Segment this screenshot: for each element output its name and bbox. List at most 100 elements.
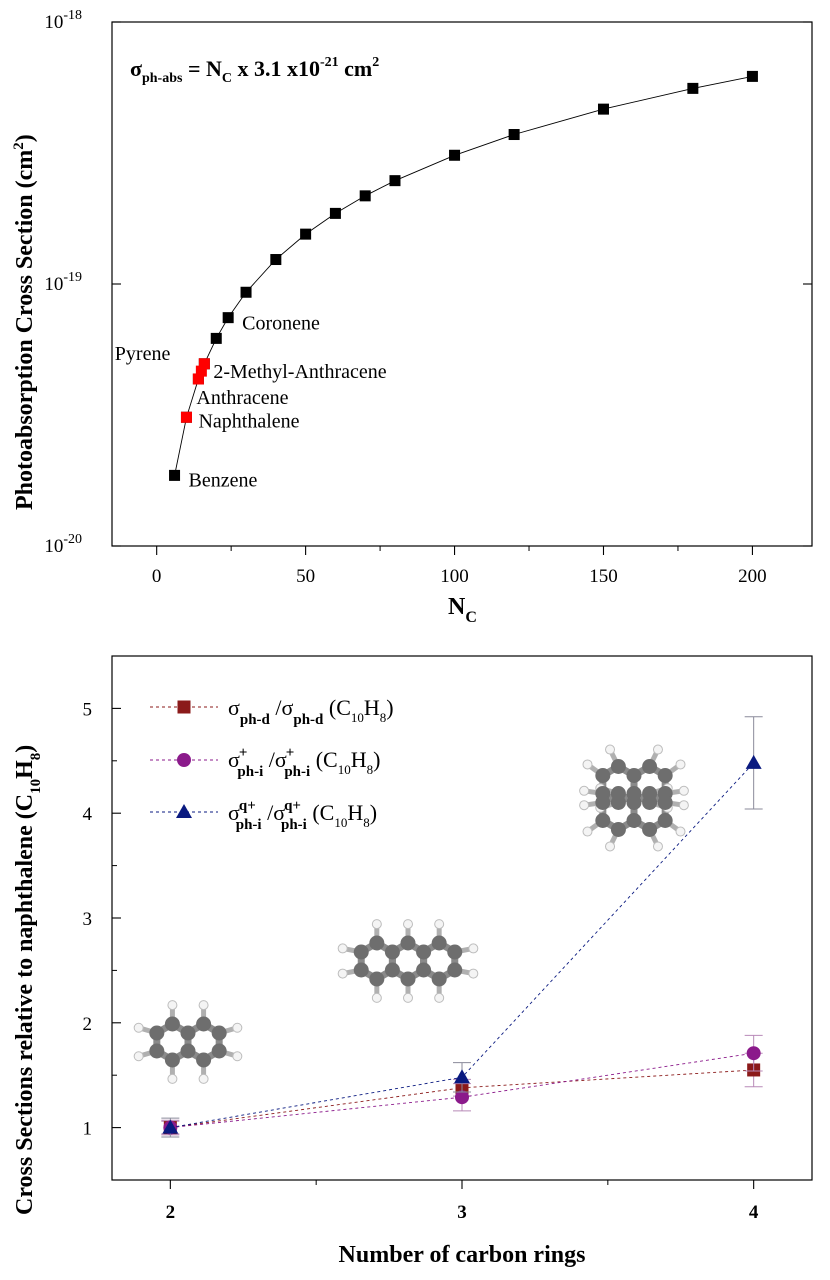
- carbon-atom: [400, 935, 416, 951]
- hydrogen-atom: [198, 1000, 209, 1011]
- top-y-tick-label: 10-19: [44, 270, 82, 295]
- legend-label-ionization: σ+ ph-i /σ+ ph-i (C10H8): [228, 745, 380, 780]
- hydrogen-atom: [232, 1022, 243, 1033]
- annotation-pyrene: Pyrene: [115, 343, 171, 365]
- annotation-naphthalene: Naphthalene: [198, 410, 299, 432]
- carbon-atom: [400, 971, 416, 987]
- top-y-axis-title: Photoabsorption Cross Section (cm2): [11, 134, 38, 510]
- series-line: [170, 1052, 754, 1129]
- model-data-point: [359, 190, 371, 202]
- legend: σph-d /σph-d (C10H8) σ+ ph-i /σ+ ph-i (C10…: [150, 695, 394, 833]
- hydrogen-atom: [371, 992, 382, 1003]
- legend-markers: [150, 700, 218, 818]
- bottom-y-tick-label: 1: [83, 1119, 93, 1140]
- bottom-chart: 2 3 4 1 2 3 4 5 σph-d /σph-d (C10H8) σ+ ph-i /σ…: [12, 655, 813, 1268]
- carbon-atom: [610, 786, 626, 801]
- hydrogen-atom: [678, 785, 689, 796]
- pyrene-molecule-image: [579, 744, 689, 852]
- bottom-x-tick-label: 3: [457, 1202, 467, 1223]
- hydrogen-atom: [675, 759, 686, 770]
- hydrogen-atom: [167, 1073, 178, 1084]
- carbon-atom: [626, 795, 642, 810]
- hydrogen-atom: [579, 785, 590, 796]
- hydrogen-atom: [133, 1022, 144, 1033]
- model-data-point: [687, 82, 699, 94]
- top-x-ticks: 0 50 100 150 200: [152, 546, 767, 587]
- carbon-atom: [447, 944, 463, 960]
- model-data-point: [746, 70, 758, 82]
- series-triangle: [161, 716, 763, 1138]
- hydrogen-atom: [371, 919, 382, 930]
- hydrogen-atom: [434, 919, 445, 930]
- bottom-x-axis-title: Number of carbon rings: [339, 1242, 586, 1268]
- top-plot-frame: [111, 21, 813, 547]
- legend-entry-photodissociation: σph-d /σph-d (C10H8): [228, 695, 394, 728]
- naphthalene-molecule-image: [133, 1000, 243, 1084]
- model-data-point: [210, 332, 222, 344]
- bottom-y-axis-title: Cross Sections relative to naphthalene (…: [12, 745, 44, 1215]
- carbon-atom: [384, 944, 400, 960]
- pah-data-point: [198, 358, 210, 370]
- carbon-atom: [353, 944, 369, 960]
- carbon-atom: [164, 1016, 180, 1032]
- pah-data-point: [195, 365, 207, 377]
- carbon-atom: [196, 1052, 212, 1068]
- top-x-axis-title: NC: [448, 594, 477, 626]
- carbon-atom: [149, 1025, 165, 1041]
- model-data-point: [508, 129, 520, 141]
- legend-label-multiple-ionization: σq+ ph-i /σq+ ph-i (C10H8): [228, 798, 377, 833]
- legend-marker-triangle: [176, 804, 192, 818]
- carbon-atom: [657, 813, 673, 828]
- hydrogen-atom: [232, 1051, 243, 1062]
- annotation-benzene: Benzene: [189, 469, 258, 491]
- formula-label: σph-abs = NC x 3.1 x10-21 cm2: [130, 55, 379, 86]
- hydrogen-atom: [403, 919, 413, 930]
- model-data-point: [329, 207, 341, 219]
- top-x-tick-label: 200: [738, 566, 767, 587]
- model-data-point: [222, 312, 234, 324]
- bottom-y-ticks: 1 2 3 4 5: [83, 699, 121, 1140]
- carbon-atom: [595, 813, 611, 828]
- carbon-atom: [626, 813, 642, 828]
- top-x-tick-label: 150: [589, 566, 618, 587]
- bottom-y-tick-label: 3: [83, 909, 93, 930]
- annotation-anthracene: Anthracene: [196, 387, 288, 409]
- hydrogen-atom: [582, 759, 593, 770]
- legend-entry-multiple-ionization: σq+ ph-i /σq+ ph-i (C10H8): [228, 798, 377, 833]
- carbon-atom: [369, 971, 385, 987]
- top-x-tick-label: 50: [296, 566, 315, 587]
- bottom-x-ticks: 2 3 4: [166, 1180, 759, 1223]
- top-data-points: [169, 70, 758, 481]
- carbon-atom: [657, 768, 673, 783]
- bottom-x-tick-label: 2: [166, 1202, 176, 1223]
- legend-marker-circle: [177, 753, 191, 767]
- hydrogen-atom: [605, 841, 616, 852]
- carbon-atom: [642, 786, 658, 801]
- carbon-atom: [447, 962, 463, 978]
- hydrogen-atom: [403, 992, 413, 1003]
- hydrogen-atom: [133, 1051, 144, 1062]
- data-point-triangle: [454, 1069, 470, 1084]
- carbon-atom: [642, 759, 658, 774]
- carbon-atom: [642, 822, 658, 837]
- hydrogen-atom: [337, 968, 348, 979]
- carbon-atom: [416, 944, 432, 960]
- bottom-y-tick-label: 5: [83, 699, 93, 720]
- carbon-atom: [610, 759, 626, 774]
- data-point-triangle: [162, 1119, 179, 1134]
- top-y-ticks: 10-20 10-19 10-18: [44, 8, 812, 557]
- carbon-atom: [353, 962, 369, 978]
- carbon-atom: [416, 962, 432, 978]
- data-point-circle: [455, 1090, 469, 1105]
- hydrogen-atom: [652, 744, 663, 755]
- annotation-coronene: Coronene: [242, 313, 320, 335]
- pah-data-point: [192, 373, 204, 385]
- carbon-atom: [626, 768, 642, 783]
- top-y-tick-label: 10-18: [44, 8, 82, 33]
- legend-marker-square: [177, 700, 191, 714]
- legend-label-photodissociation: σph-d /σph-d (C10H8): [228, 695, 394, 728]
- model-data-point: [240, 286, 252, 298]
- hydrogen-atom: [579, 800, 590, 811]
